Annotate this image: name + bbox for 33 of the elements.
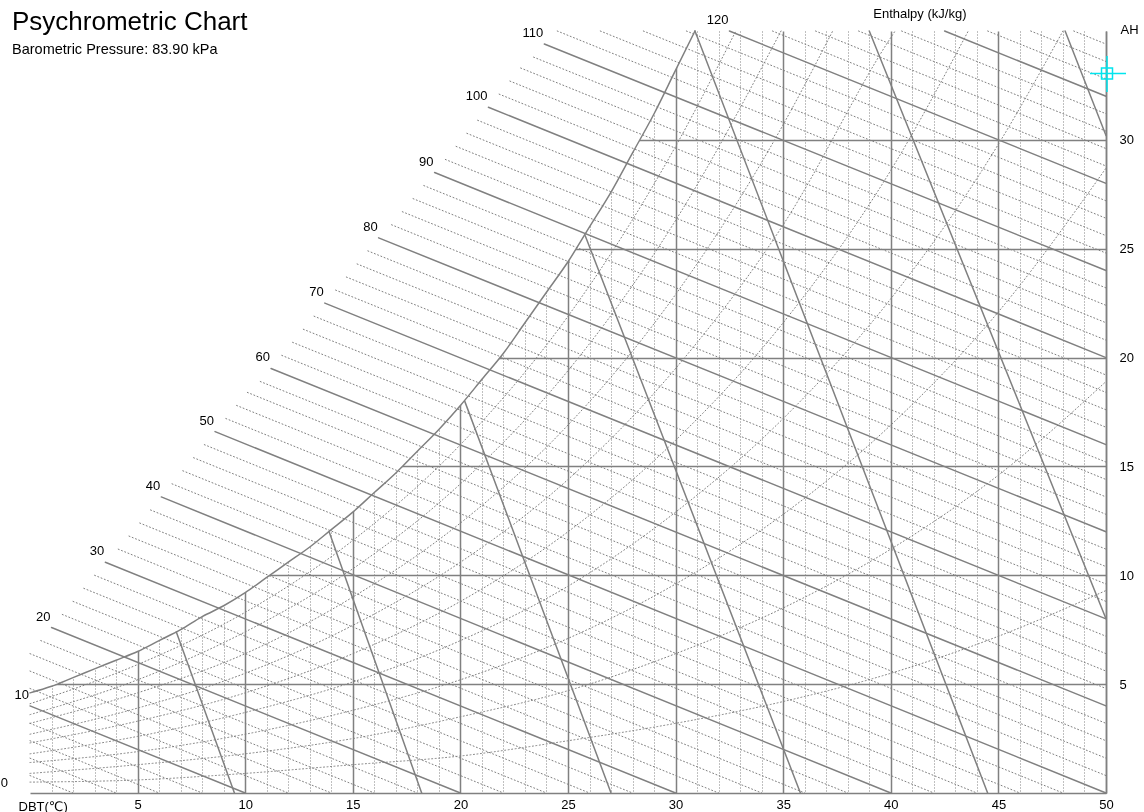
series-label: 60 [255, 349, 271, 365]
chart-title: Psychrometric Chart [12, 6, 249, 36]
series-label: 20 [36, 608, 51, 624]
y-tick-label: 30 [1119, 132, 1134, 148]
y-axis-title: AH [1120, 21, 1139, 37]
x-tick-label: 10 [238, 796, 253, 812]
y-tick-label: 10 [1119, 567, 1134, 583]
text: Enthalpy (kJ/kg) [873, 6, 967, 21]
series-label: 110 [522, 25, 544, 41]
x-tick-label: 30 [668, 796, 684, 812]
y-tick-label: 25 [1119, 241, 1134, 257]
series-label: 120 [706, 12, 729, 27]
y-tick-label: 5 [1119, 676, 1127, 692]
x-tick-label: 45 [991, 796, 1007, 812]
x-tick-label: 15 [346, 796, 361, 812]
series-label: 80 [363, 218, 378, 234]
x-tick-label: 20 [453, 796, 469, 812]
x-tick-label: 35 [776, 796, 791, 812]
series-label: 90 [419, 153, 434, 169]
y-tick-label: 20 [1119, 350, 1134, 366]
series-label: 100 [465, 88, 488, 104]
x-tick-label: 40 [884, 796, 899, 812]
text: Barometric Pressure: 83.90 kPa [12, 41, 219, 57]
series-label: 30 [89, 543, 105, 559]
series-label: 50 [199, 412, 215, 428]
x-tick-label: 25 [561, 796, 576, 812]
series-label: 70 [309, 284, 324, 300]
y-tick-label: 15 [1119, 458, 1134, 474]
text: 0 [0, 775, 8, 790]
x-tick-label: 50 [1099, 796, 1114, 812]
series-label: 10 [14, 686, 29, 702]
x-tick-label: 5 [134, 796, 142, 812]
series-label: 40 [145, 477, 161, 493]
